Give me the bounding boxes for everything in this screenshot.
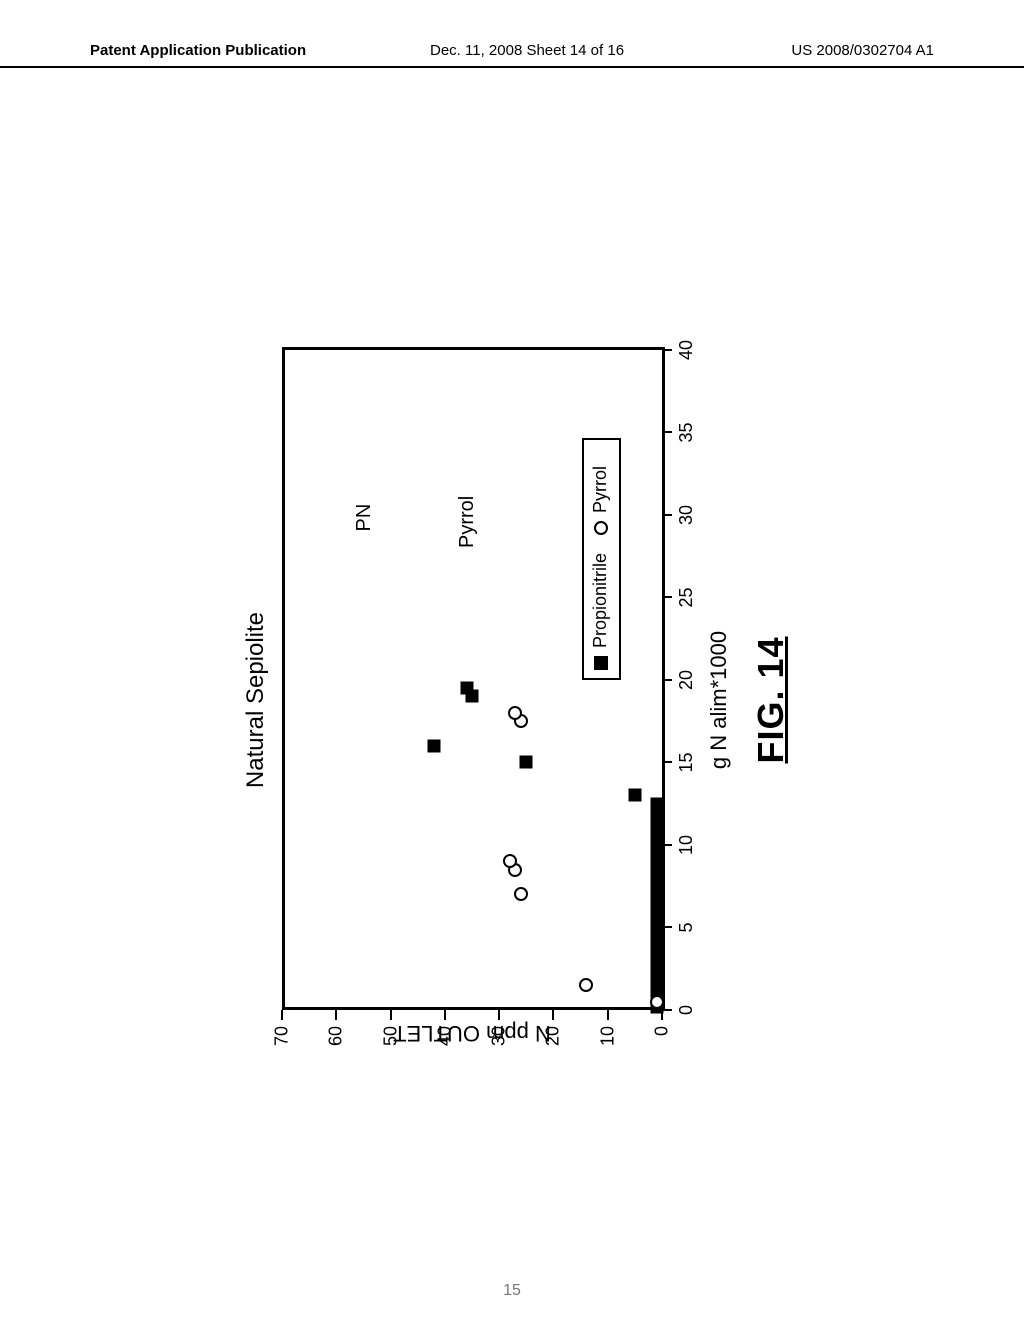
y-tick-label: 10 [597, 1026, 618, 1070]
figure-rotated-container: Natural Sepiolite N ppm OUTLET g N alim*… [212, 270, 812, 1130]
x-tick-label: 30 [676, 505, 697, 525]
header-mid: Dec. 11, 2008 Sheet 14 of 16 [430, 42, 624, 59]
data-point-pyrrol [508, 706, 522, 720]
chart-title: Natural Sepiolite [242, 270, 270, 1130]
x-tick-label: 35 [676, 422, 697, 442]
x-axis-label: g N alim*1000 [706, 270, 732, 1130]
y-tick-label: 20 [543, 1026, 564, 1070]
data-point-pyrrol [503, 855, 517, 869]
x-tick [662, 349, 672, 351]
legend-label: Propionitrile [590, 553, 611, 648]
data-point-pyrrol [579, 978, 593, 992]
y-tick [281, 1010, 283, 1020]
x-tick-label: 10 [676, 835, 697, 855]
x-tick [662, 514, 672, 516]
y-tick-label: 50 [380, 1026, 401, 1070]
x-tick-label: 25 [676, 587, 697, 607]
x-tick-label: 40 [676, 340, 697, 360]
legend-circle-icon [594, 521, 608, 535]
y-tick-label: 70 [272, 1026, 293, 1070]
page-number: 15 [0, 1282, 1024, 1300]
y-tick [498, 1010, 500, 1020]
x-tick-label: 0 [676, 1005, 697, 1015]
y-tick [607, 1010, 609, 1020]
legend: Propionitrile Pyrrol [582, 438, 621, 680]
data-point-pyrrol [514, 888, 528, 902]
y-tick-label: 0 [652, 1026, 673, 1070]
data-point-propionitrile [650, 797, 663, 810]
y-tick [390, 1010, 392, 1020]
data-point-propionitrile [428, 740, 441, 753]
chart-annotation: PN [353, 504, 376, 532]
x-tick [662, 597, 672, 599]
page: Patent Application Publication Dec. 11, … [0, 0, 1024, 1320]
x-tick [662, 679, 672, 681]
x-tick-label: 5 [676, 922, 697, 932]
legend-square-icon [594, 656, 608, 670]
data-point-pyrrol [650, 995, 664, 1009]
x-tick-label: 20 [676, 670, 697, 690]
y-tick-label: 30 [489, 1026, 510, 1070]
x-tick [662, 927, 672, 929]
y-tick-label: 40 [434, 1026, 455, 1070]
x-tick [662, 432, 672, 434]
y-tick [552, 1010, 554, 1020]
chart-annotation: Pyrrol [456, 496, 479, 548]
x-tick [662, 762, 672, 764]
figure: Natural Sepiolite N ppm OUTLET g N alim*… [212, 270, 812, 1130]
data-point-propionitrile [460, 682, 473, 695]
y-axis-line [282, 1007, 662, 1010]
legend-label: Pyrrol [590, 466, 611, 513]
legend-item: Propionitrile [590, 553, 611, 670]
header-left: Patent Application Publication [90, 42, 306, 59]
x-tick [662, 844, 672, 846]
x-tick-label: 15 [676, 752, 697, 772]
y-axis-label: N ppm OUTLET [393, 1020, 551, 1046]
data-point-propionitrile [628, 789, 641, 802]
header-right: US 2008/0302704 A1 [791, 42, 934, 59]
y-tick [335, 1010, 337, 1020]
x-tick [662, 1009, 672, 1011]
y-tick-label: 60 [326, 1026, 347, 1070]
page-header: Patent Application Publication Dec. 11, … [0, 38, 1024, 68]
y-tick [444, 1010, 446, 1020]
figure-caption: FIG. 14 [750, 270, 792, 1130]
data-point-propionitrile [520, 756, 533, 769]
legend-item: Pyrrol [590, 466, 611, 535]
